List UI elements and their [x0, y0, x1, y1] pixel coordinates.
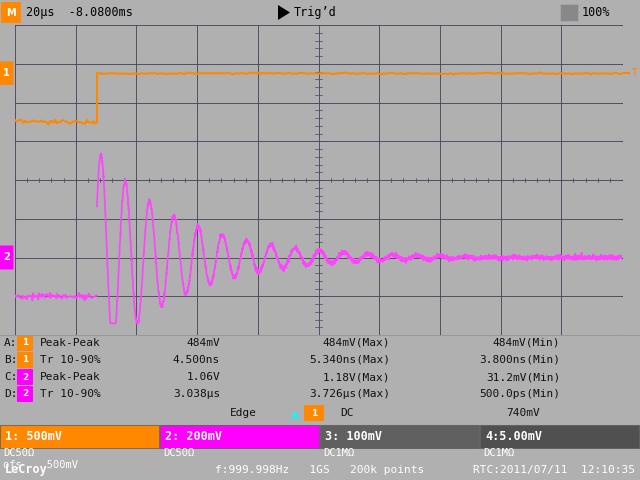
- Bar: [160, 425, 319, 448]
- Text: 1: 1: [311, 408, 317, 418]
- Text: 1: 1: [22, 338, 28, 348]
- Text: 2: 2: [22, 372, 28, 382]
- Text: 3.800ns(Min): 3.800ns(Min): [479, 355, 560, 365]
- Text: Tr 10-90%: Tr 10-90%: [40, 389, 100, 399]
- Text: Trig’d: Trig’d: [294, 6, 337, 19]
- FancyBboxPatch shape: [304, 405, 324, 421]
- FancyBboxPatch shape: [17, 386, 33, 402]
- Text: B:: B:: [4, 355, 17, 365]
- FancyBboxPatch shape: [0, 245, 13, 269]
- Text: A:: A:: [4, 338, 17, 348]
- Text: Peak-Peak: Peak-Peak: [40, 338, 100, 348]
- Text: 31.2mV(Min): 31.2mV(Min): [486, 372, 560, 382]
- Text: 3.038µs: 3.038µs: [173, 389, 220, 399]
- FancyBboxPatch shape: [1, 2, 21, 23]
- Text: DC: DC: [340, 408, 353, 418]
- Text: 4.500ns: 4.500ns: [173, 355, 220, 365]
- Text: 3.726µs(Max): 3.726µs(Max): [309, 389, 390, 399]
- Text: ofs    500mV: ofs 500mV: [3, 460, 78, 470]
- Polygon shape: [278, 5, 290, 20]
- Text: LeCroy: LeCroy: [5, 464, 48, 477]
- Text: DC1MΩ: DC1MΩ: [323, 448, 355, 458]
- Bar: [480, 425, 639, 448]
- FancyBboxPatch shape: [560, 4, 578, 21]
- Text: 484mV(Min): 484mV(Min): [493, 338, 560, 348]
- Text: 740mV: 740mV: [506, 408, 540, 418]
- Text: 2: 200mV: 2: 200mV: [165, 430, 222, 443]
- Text: 500.0ps(Min): 500.0ps(Min): [479, 389, 560, 399]
- Text: Peak-Peak: Peak-Peak: [40, 372, 100, 382]
- Text: f:999.998Hz   1GS   200k points: f:999.998Hz 1GS 200k points: [216, 465, 424, 475]
- Text: 1: 1: [3, 69, 10, 78]
- Text: 484mV: 484mV: [186, 338, 220, 348]
- Text: DC1MΩ: DC1MΩ: [483, 448, 515, 458]
- Text: M: M: [6, 8, 16, 17]
- Text: DC50Ω: DC50Ω: [163, 448, 195, 458]
- Text: 1: 1: [22, 356, 28, 364]
- FancyBboxPatch shape: [0, 61, 13, 85]
- Text: 1.06V: 1.06V: [186, 372, 220, 382]
- Text: 1: 500mV: 1: 500mV: [5, 430, 62, 443]
- Text: Tr 10-90%: Tr 10-90%: [40, 355, 100, 365]
- Text: 5.340ns(Max): 5.340ns(Max): [309, 355, 390, 365]
- Text: Edge: Edge: [230, 408, 257, 418]
- FancyBboxPatch shape: [17, 352, 33, 368]
- Text: 1.18V(Max): 1.18V(Max): [323, 372, 390, 382]
- Bar: [0, 425, 159, 448]
- Text: DC50Ω: DC50Ω: [3, 448, 35, 458]
- Text: 4:5.00mV: 4:5.00mV: [485, 430, 542, 443]
- FancyBboxPatch shape: [17, 335, 33, 351]
- Text: C:: C:: [4, 372, 17, 382]
- Text: 3: 100mV: 3: 100mV: [325, 430, 382, 443]
- Text: 484mV(Max): 484mV(Max): [323, 338, 390, 348]
- Text: D:: D:: [4, 389, 17, 399]
- FancyBboxPatch shape: [17, 369, 33, 385]
- Text: 20µs  -8.0800ms: 20µs -8.0800ms: [26, 6, 133, 19]
- Text: 2: 2: [3, 252, 10, 263]
- Text: 2: 2: [22, 389, 28, 398]
- Text: 100%: 100%: [582, 6, 611, 19]
- Text: RTC:2011/07/11  12:10:35: RTC:2011/07/11 12:10:35: [473, 465, 635, 475]
- Text: T: T: [631, 69, 637, 78]
- Bar: [320, 425, 479, 448]
